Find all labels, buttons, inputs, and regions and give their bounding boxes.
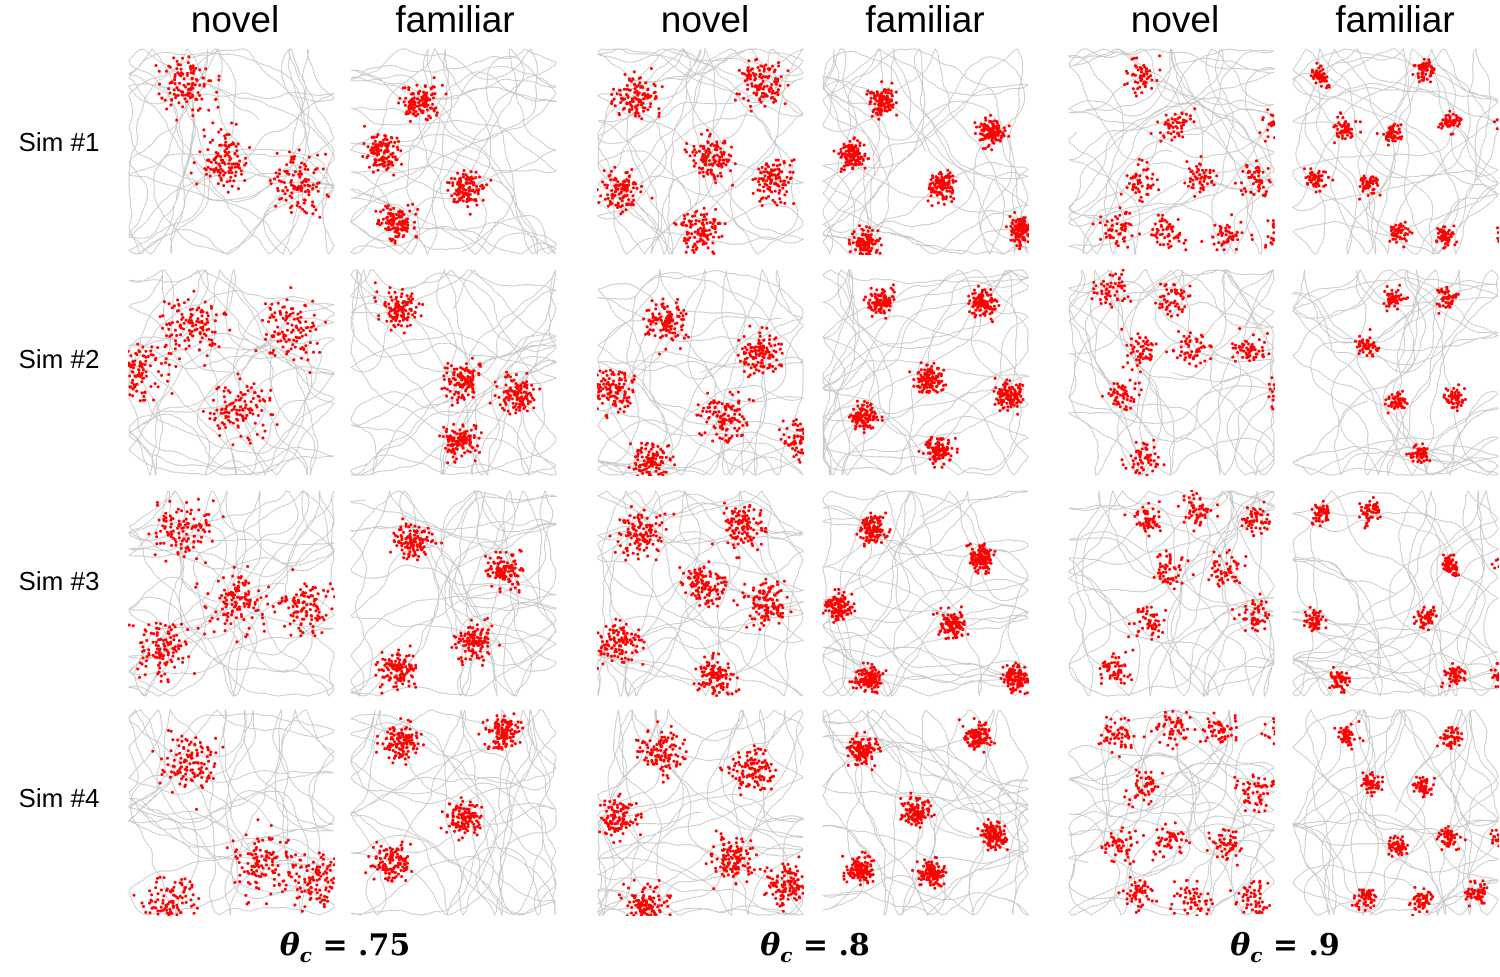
- spike-panel-sim4-novel-09: [1068, 709, 1275, 916]
- column-header-familiar-075: familiar: [350, 0, 560, 40]
- trajectory-path: [351, 491, 556, 696]
- spike-panel-sim4-novel-08: [597, 709, 804, 916]
- trajectory-path: [1069, 710, 1274, 915]
- trajectory-path: [129, 49, 334, 254]
- theta-label-075: θc = .75: [130, 924, 560, 968]
- theta-symbol: θ: [280, 928, 300, 963]
- theta-subscript: c: [780, 943, 792, 967]
- spike-panel-sim2-familiar-09: [1292, 269, 1499, 476]
- trajectory-path: [129, 270, 334, 475]
- theta-symbol: θ: [1230, 928, 1250, 963]
- row-label-sim-3: Sim #3: [0, 566, 118, 596]
- theta-value: = .8: [803, 928, 870, 963]
- spike-panel-sim2-familiar-075: [350, 269, 557, 476]
- spike-panel-sim1-familiar-08: [822, 48, 1029, 255]
- column-header-novel-09: novel: [1070, 0, 1280, 40]
- spike-panel-sim3-novel-08: [597, 490, 804, 697]
- spike-panel-sim2-familiar-08: [822, 269, 1029, 476]
- column-header-novel-08: novel: [600, 0, 810, 40]
- spike-panel-sim3-familiar-09: [1292, 490, 1499, 697]
- spike-panel-sim3-novel-075: [128, 490, 335, 697]
- theta-subscript: c: [300, 943, 312, 967]
- trajectory-path: [129, 710, 334, 915]
- trajectory-path: [823, 491, 1028, 696]
- spike-panel-sim4-novel-075: [128, 709, 335, 916]
- theta-value: = .75: [322, 928, 410, 963]
- spike-panel-sim1-novel-075: [128, 48, 335, 255]
- spike-panel-sim1-novel-09: [1068, 48, 1275, 255]
- row-label-sim-4: Sim #4: [0, 783, 118, 813]
- spike-panel-sim4-familiar-08: [822, 709, 1029, 916]
- spike-panel-sim3-novel-09: [1068, 490, 1275, 697]
- trajectory-path: [598, 270, 803, 475]
- spike-panel-sim2-novel-075: [128, 269, 335, 476]
- spike-dots: [1090, 269, 1275, 476]
- spike-panel-sim1-familiar-09: [1292, 48, 1499, 255]
- spike-panel-sim3-familiar-075: [350, 490, 557, 697]
- row-label-sim-1: Sim #1: [0, 127, 118, 157]
- theta-label-09: θc = .9: [1070, 924, 1500, 968]
- spike-panel-sim4-familiar-09: [1292, 709, 1499, 916]
- spike-panel-sim3-familiar-08: [822, 490, 1029, 697]
- spike-panel-sim2-novel-09: [1068, 269, 1275, 476]
- theta-symbol: θ: [760, 928, 780, 963]
- column-header-novel-075: novel: [130, 0, 340, 40]
- column-header-familiar-08: familiar: [820, 0, 1030, 40]
- theta-subscript: c: [1250, 943, 1262, 967]
- spike-panel-sim2-novel-08: [597, 269, 804, 476]
- trajectory-path: [1293, 710, 1498, 915]
- column-header-familiar-09: familiar: [1290, 0, 1500, 40]
- row-label-sim-2: Sim #2: [0, 344, 118, 374]
- trajectory-path: [1069, 491, 1274, 696]
- theta-label-08: θc = .8: [600, 924, 1030, 968]
- theta-value: = .9: [1273, 928, 1340, 963]
- spike-panel-sim4-familiar-075: [350, 709, 557, 916]
- spike-panel-sim1-novel-08: [597, 48, 804, 255]
- spike-panel-sim1-familiar-075: [350, 48, 557, 255]
